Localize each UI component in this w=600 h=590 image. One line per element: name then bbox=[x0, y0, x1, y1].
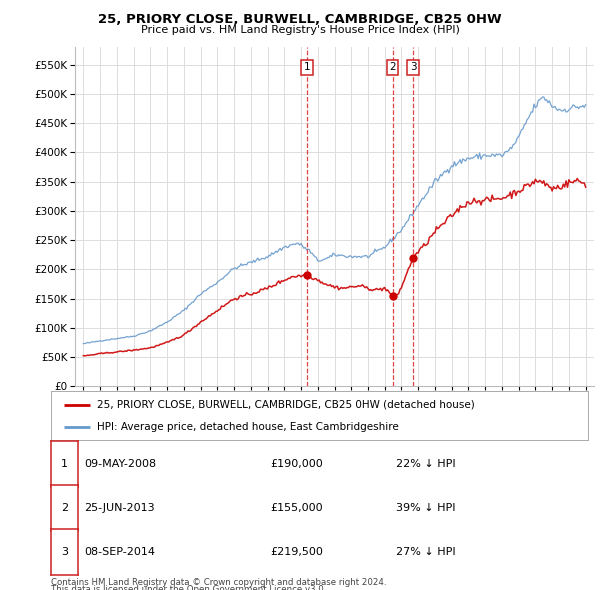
Text: 22% ↓ HPI: 22% ↓ HPI bbox=[397, 459, 456, 468]
Text: This data is licensed under the Open Government Licence v3.0.: This data is licensed under the Open Gov… bbox=[51, 585, 326, 590]
Text: 2: 2 bbox=[61, 503, 68, 513]
Text: HPI: Average price, detached house, East Cambridgeshire: HPI: Average price, detached house, East… bbox=[97, 422, 398, 432]
Text: 3: 3 bbox=[61, 548, 68, 557]
Text: 27% ↓ HPI: 27% ↓ HPI bbox=[397, 548, 456, 557]
Text: 1: 1 bbox=[304, 63, 310, 73]
Text: 2: 2 bbox=[389, 63, 396, 73]
Text: 25, PRIORY CLOSE, BURWELL, CAMBRIDGE, CB25 0HW: 25, PRIORY CLOSE, BURWELL, CAMBRIDGE, CB… bbox=[98, 13, 502, 26]
Text: 1: 1 bbox=[61, 459, 68, 468]
Text: 09-MAY-2008: 09-MAY-2008 bbox=[84, 459, 156, 468]
Text: Price paid vs. HM Land Registry's House Price Index (HPI): Price paid vs. HM Land Registry's House … bbox=[140, 25, 460, 35]
Text: £219,500: £219,500 bbox=[271, 548, 323, 557]
Text: 3: 3 bbox=[410, 63, 416, 73]
Text: 39% ↓ HPI: 39% ↓ HPI bbox=[397, 503, 456, 513]
Text: 08-SEP-2014: 08-SEP-2014 bbox=[84, 548, 155, 557]
Text: 25, PRIORY CLOSE, BURWELL, CAMBRIDGE, CB25 0HW (detached house): 25, PRIORY CLOSE, BURWELL, CAMBRIDGE, CB… bbox=[97, 399, 475, 409]
Text: Contains HM Land Registry data © Crown copyright and database right 2024.: Contains HM Land Registry data © Crown c… bbox=[51, 578, 386, 587]
Text: 25-JUN-2013: 25-JUN-2013 bbox=[84, 503, 155, 513]
Text: £190,000: £190,000 bbox=[271, 459, 323, 468]
Text: £155,000: £155,000 bbox=[271, 503, 323, 513]
